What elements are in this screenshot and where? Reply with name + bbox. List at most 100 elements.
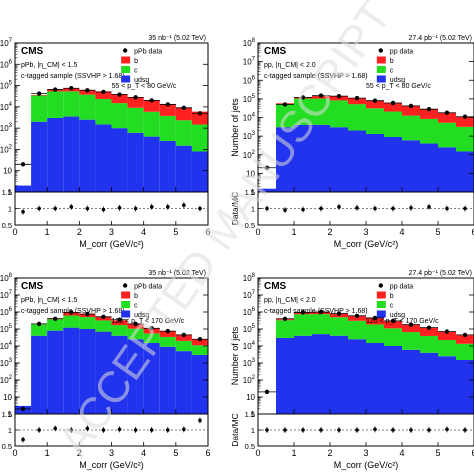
- ratio-point-bin-11: [198, 418, 202, 423]
- x-tick-label: 3: [109, 448, 114, 458]
- pt-range-label: 55 < p_T < 80 GeV/c: [366, 83, 431, 90]
- y-tick-label: 104: [243, 113, 256, 123]
- legend-swatch-b: [121, 56, 131, 64]
- data-point-bin-9: [165, 102, 170, 107]
- ratio-point-bin-9: [165, 205, 170, 209]
- x-tick-label: 6: [471, 448, 474, 458]
- bar-c-bin-11: [191, 124, 208, 152]
- legend-swatch-udsg: [376, 310, 386, 318]
- bar-c-bin-2: [294, 314, 312, 336]
- legend-swatch-c: [121, 66, 131, 73]
- x-tick-label: 6: [205, 227, 210, 237]
- ratio-point-bin-10: [445, 427, 449, 432]
- data-point-bin-3: [69, 310, 74, 315]
- ratio-point-bin-3: [319, 428, 323, 432]
- legend-label-udsg: udsg: [390, 77, 405, 84]
- ratio-point-bin-5: [101, 428, 106, 432]
- ratio-tick-label: 1.5: [2, 188, 12, 197]
- data-point-bin-4: [85, 311, 90, 317]
- bar-udsg-bin-2: [47, 330, 64, 414]
- y-tick-exponent: 7: [9, 38, 13, 44]
- ratio-point-bin-3: [69, 205, 74, 209]
- y-tick-label: 106: [0, 59, 13, 69]
- data-point-bin-1: [36, 91, 42, 96]
- bar-b-bin-10: [175, 107, 192, 121]
- bar-udsg-bin-1: [276, 337, 294, 414]
- bar-c-bin-5: [95, 320, 112, 332]
- bar-c-bin-6: [366, 324, 384, 344]
- data-point-bin-7: [133, 95, 138, 100]
- y-tick-exponent: 2: [252, 150, 256, 156]
- data-points: [15, 86, 208, 167]
- x-tick-label: 2: [77, 227, 82, 237]
- tag-label: c-tagged sample (SSVHP > 1.68): [21, 73, 125, 80]
- ratio-point-bin-7: [391, 206, 395, 211]
- data-point-bin-2: [53, 87, 58, 92]
- stacked-histogram: [258, 95, 474, 192]
- y-tick-label: 10: [246, 169, 255, 178]
- x-tick-label: 5: [435, 448, 440, 458]
- x-axis-title: M_corr (GeV/c²): [334, 239, 399, 249]
- legend-marker-data: [378, 283, 383, 288]
- ratio-point-bin-8: [409, 206, 413, 210]
- bar-udsg-bin-9: [159, 346, 176, 414]
- data-point-bin-9: [165, 328, 170, 334]
- x-axis: 0 1 2 3 4 5 6: [12, 409, 211, 458]
- legend-label-c: c: [390, 303, 394, 310]
- x-tick-label: 5: [173, 227, 178, 237]
- bar-b-bin-8: [402, 105, 420, 116]
- data-point-bin-4: [85, 88, 90, 93]
- y-tick-exponent: 7: [9, 290, 13, 296]
- ratio-point-bin-8: [409, 428, 413, 432]
- bar-b-bin-9: [159, 331, 176, 337]
- bar-c-bin-4: [330, 100, 348, 128]
- bar-udsg-bin-11: [456, 360, 474, 414]
- tag-label: c-tagged sample (SSVHP > 1.68): [264, 308, 368, 315]
- bar-b-bin-5: [348, 315, 366, 321]
- bar-c-bin-1: [31, 95, 48, 122]
- y-tick-label: 105: [0, 81, 13, 91]
- legend-marker-data: [378, 48, 383, 53]
- bar-udsg-bin-2: [294, 124, 312, 192]
- x-tick-label: 1: [291, 448, 296, 458]
- y-tick-label: 102: [243, 375, 256, 385]
- ratio-point-bin-1: [283, 428, 287, 432]
- cms-label: CMS: [264, 281, 287, 292]
- bar-c-bin-8: [402, 332, 420, 350]
- data-point-bin-3: [69, 86, 74, 91]
- data-point-bin-11: [462, 332, 468, 338]
- bar-udsg-bin-2: [294, 335, 312, 414]
- bar-udsg-bin-6: [366, 343, 384, 414]
- x-tick-label: 1: [45, 448, 50, 458]
- data-point-bin-6: [117, 317, 122, 322]
- legend-swatch-b: [376, 291, 386, 299]
- y-tick-label: 103: [243, 131, 256, 141]
- data-point-bin-10: [444, 329, 450, 334]
- legend: pPb data bc udsg: [121, 283, 162, 319]
- y-tick-label: 107: [0, 290, 13, 300]
- bar-udsg-bin-7: [127, 339, 144, 414]
- legend-label-b: b: [390, 293, 394, 300]
- data-point-bin-2: [53, 316, 58, 321]
- legend-swatch-b: [376, 56, 386, 64]
- legend: pp data bc udsg: [376, 283, 413, 319]
- bar-c-bin-9: [420, 335, 438, 353]
- bar-udsg-bin-8: [402, 140, 420, 192]
- y-axis-title: Number of jets: [230, 98, 240, 157]
- ratio-point-bin-7: [391, 428, 395, 432]
- ratio-point-bin-4: [337, 205, 341, 209]
- ratio-point-bin-9: [427, 205, 431, 209]
- ratio-point-bin-9: [427, 428, 431, 432]
- y-tick-exponent: 2: [9, 375, 13, 381]
- bar-b-bin-10: [438, 331, 456, 341]
- bar-c-bin-9: [159, 336, 176, 347]
- bar-c-bin-10: [175, 120, 192, 146]
- stacked-histogram: [276, 311, 474, 414]
- data-point-bin-9: [426, 325, 432, 330]
- x-tick-label: 1: [45, 227, 50, 237]
- bar-c-bin-10: [438, 340, 456, 357]
- bar-udsg-bin-1: [31, 121, 48, 192]
- y-tick-label: 107: [0, 38, 13, 48]
